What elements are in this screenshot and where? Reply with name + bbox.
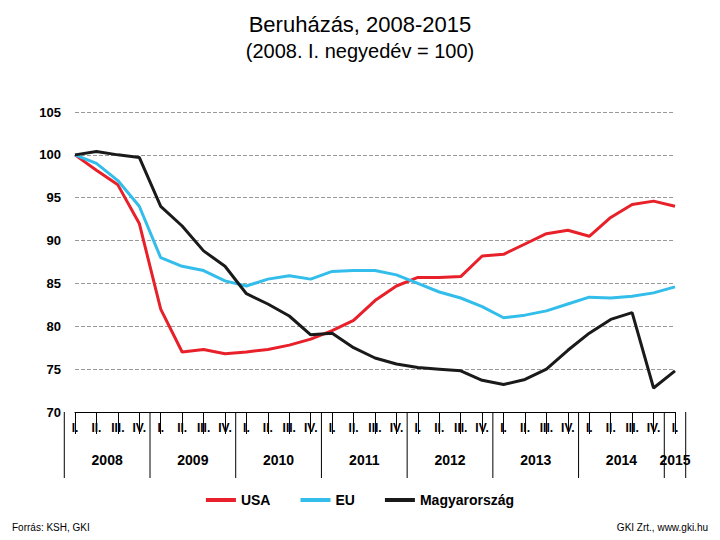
svg-text:IV.: IV. <box>390 421 404 435</box>
svg-text:80: 80 <box>47 319 61 334</box>
svg-text:90: 90 <box>47 233 61 248</box>
svg-text:IV.: IV. <box>304 421 318 435</box>
svg-text:I.: I. <box>157 421 164 435</box>
svg-text:100: 100 <box>39 147 61 162</box>
svg-text:I.: I. <box>500 421 507 435</box>
svg-text:2009: 2009 <box>177 452 208 468</box>
svg-text:III.: III. <box>540 421 553 435</box>
svg-text:I.: I. <box>672 421 679 435</box>
svg-text:III.: III. <box>197 421 210 435</box>
svg-text:2008: 2008 <box>92 452 123 468</box>
svg-text:II.: II. <box>177 421 187 435</box>
svg-text:Beruházás, 2008-2015: Beruházás, 2008-2015 <box>249 12 472 37</box>
svg-text:85: 85 <box>47 276 61 291</box>
svg-text:III.: III. <box>625 421 638 435</box>
svg-text:Forrás: KSH, GKI: Forrás: KSH, GKI <box>12 522 90 533</box>
svg-text:2010: 2010 <box>263 452 294 468</box>
svg-text:95: 95 <box>47 190 61 205</box>
svg-text:I.: I. <box>415 421 422 435</box>
svg-text:IV.: IV. <box>561 421 575 435</box>
svg-text:III.: III. <box>283 421 296 435</box>
svg-text:I.: I. <box>243 421 250 435</box>
svg-text:2013: 2013 <box>520 452 551 468</box>
svg-text:IV.: IV. <box>218 421 232 435</box>
svg-text:GKI Zrt., www.gki.hu: GKI Zrt., www.gki.hu <box>617 522 708 533</box>
svg-text:Magyarország: Magyarország <box>420 492 514 508</box>
svg-text:II.: II. <box>91 421 101 435</box>
svg-text:2012: 2012 <box>434 452 465 468</box>
svg-text:II.: II. <box>434 421 444 435</box>
svg-text:75: 75 <box>47 362 61 377</box>
svg-text:(2008. I. negyedév = 100): (2008. I. negyedév = 100) <box>246 40 475 62</box>
svg-text:II.: II. <box>349 421 359 435</box>
svg-text:III.: III. <box>368 421 381 435</box>
svg-text:EU: EU <box>335 492 354 508</box>
svg-text:70: 70 <box>47 405 61 420</box>
svg-text:2014: 2014 <box>606 452 637 468</box>
svg-text:I.: I. <box>329 421 336 435</box>
svg-text:IV.: IV. <box>475 421 489 435</box>
svg-text:III.: III. <box>454 421 467 435</box>
svg-text:II.: II. <box>606 421 616 435</box>
svg-text:IV.: IV. <box>647 421 661 435</box>
svg-text:III.: III. <box>111 421 124 435</box>
svg-text:USA: USA <box>241 492 271 508</box>
svg-text:I.: I. <box>72 421 79 435</box>
svg-text:I.: I. <box>586 421 593 435</box>
svg-text:IV.: IV. <box>132 421 146 435</box>
svg-text:2011: 2011 <box>349 452 380 468</box>
svg-text:II.: II. <box>520 421 530 435</box>
svg-text:II.: II. <box>263 421 273 435</box>
svg-text:105: 105 <box>39 105 61 120</box>
